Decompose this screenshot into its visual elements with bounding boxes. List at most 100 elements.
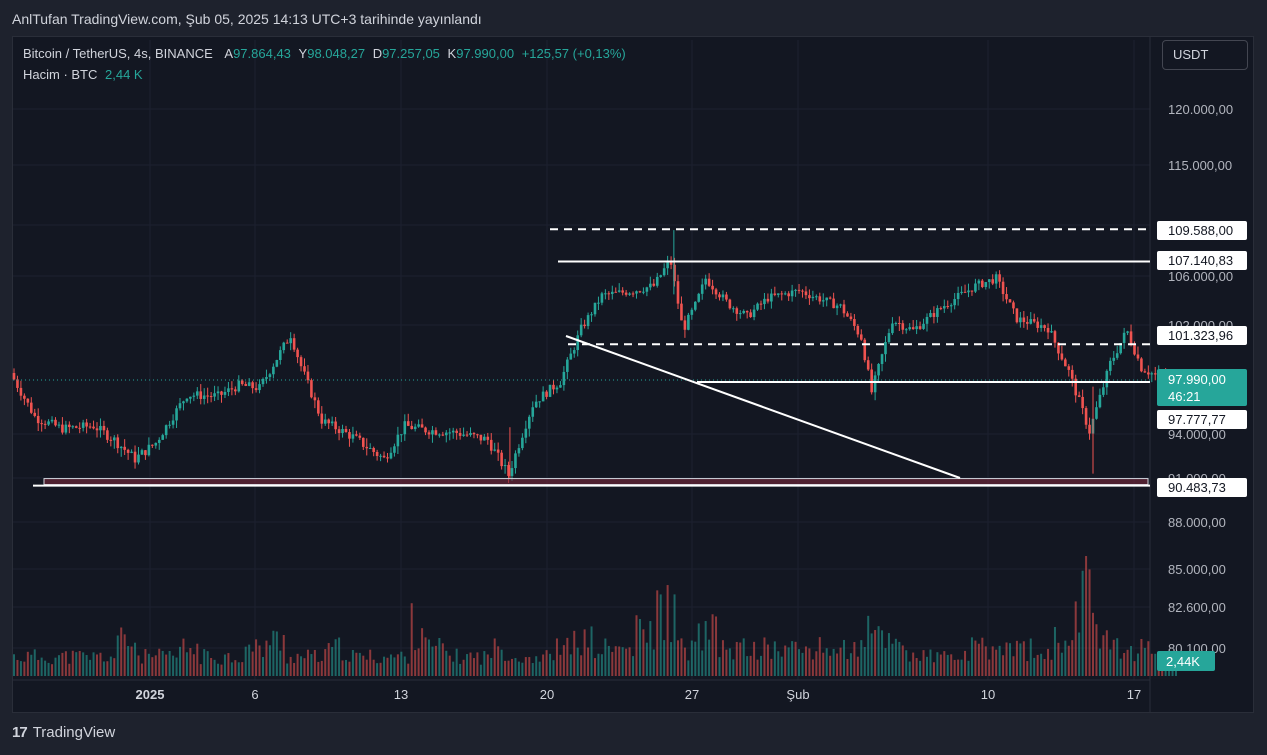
candle-body [43, 423, 47, 425]
candle-body [472, 433, 476, 435]
candle-body [189, 396, 192, 399]
volume-bar [341, 660, 344, 676]
volume-bar [531, 663, 534, 676]
candle-body [835, 305, 839, 309]
candle-body [161, 435, 165, 440]
volume-bar [500, 649, 503, 676]
candle-body [1126, 331, 1129, 333]
volume-bar [874, 630, 877, 676]
volume-bar [621, 647, 624, 676]
volume-bar [217, 663, 220, 676]
candle-body [666, 261, 669, 269]
candle-body [939, 308, 943, 310]
candle-body [759, 303, 763, 305]
time-tick-label: 6 [251, 687, 258, 702]
volume-bar [894, 638, 897, 676]
volume-bar [345, 659, 347, 676]
volume-label[interactable]: Hacim · BTC [23, 67, 98, 82]
candle-body [489, 439, 493, 451]
volume-bar [241, 662, 244, 676]
candle-body [1012, 302, 1015, 309]
candle-body [732, 308, 735, 310]
tradingview-logo[interactable]: 17 TradingView [12, 724, 115, 741]
candle-body [1067, 366, 1071, 370]
volume-bar [44, 660, 47, 676]
candle-body [137, 454, 140, 463]
candle-body [604, 293, 607, 295]
candle-body [438, 434, 441, 436]
candle-body [71, 426, 75, 428]
volume-bar [1078, 632, 1081, 676]
volume-bar [109, 656, 112, 676]
volume-bar [383, 656, 386, 676]
volume-bar [836, 653, 839, 676]
candle-body [1133, 344, 1136, 355]
candle-body [1095, 407, 1098, 419]
candle-body [787, 293, 790, 297]
candle-body [1147, 372, 1150, 375]
price-candles [12, 230, 1178, 483]
candle-body [182, 401, 185, 404]
chart-panel[interactable] [12, 36, 1254, 713]
volume-bar [635, 615, 638, 676]
candle-body [638, 291, 642, 293]
candle-body [157, 439, 161, 443]
candle-body [898, 323, 901, 325]
volume-bar [559, 654, 562, 676]
volume-bar [919, 660, 922, 676]
volume-bar [711, 614, 714, 676]
candle-body [797, 289, 801, 291]
candle-body [621, 290, 624, 293]
candle-body [327, 419, 331, 424]
volume-bar [853, 642, 856, 676]
volume-bar [988, 659, 991, 676]
volume-bar [670, 642, 673, 676]
volume-bar [1033, 657, 1036, 676]
candle-body [673, 264, 676, 282]
candle-body [285, 342, 289, 344]
volume-bar [434, 645, 437, 676]
volume-bar [47, 662, 50, 676]
volume-bar [846, 659, 849, 676]
candle-body [320, 413, 324, 424]
last-volume-box [1157, 651, 1215, 671]
volume-bar [680, 638, 683, 676]
low-label: D [372, 46, 383, 61]
volume-bar [798, 649, 801, 676]
candle-body [566, 359, 569, 372]
candle-body [406, 421, 410, 426]
volume-bar [770, 658, 773, 676]
candle-body [278, 350, 282, 361]
candle-body [444, 432, 448, 436]
candle-body [1019, 317, 1022, 323]
candle-body [1136, 354, 1140, 359]
candle-body [1143, 371, 1147, 373]
currency-button[interactable]: USDT [1162, 40, 1248, 70]
volume-bar [99, 652, 102, 676]
volume-bar [922, 650, 925, 676]
low-value: 97.257,05 [382, 46, 440, 61]
volume-bar [749, 655, 752, 676]
candle-body [244, 384, 248, 386]
candle-body [569, 353, 573, 360]
candle-body [690, 309, 694, 315]
candle-body [956, 292, 960, 300]
volume-bar [950, 654, 953, 676]
candle-body [289, 338, 292, 344]
candle-body [441, 434, 445, 436]
candle-body [521, 437, 524, 449]
symbol-name[interactable]: Bitcoin / TetherUS, 4s, BINANCE [23, 46, 213, 61]
volume-bar [587, 647, 590, 676]
volume-bar [659, 594, 662, 676]
volume-bar [573, 630, 576, 676]
volume-bar [995, 649, 998, 676]
volume-bar [1071, 640, 1074, 676]
candle-body [752, 309, 756, 318]
candle-body [866, 360, 870, 370]
volume-bar [61, 652, 64, 676]
volume-bar [89, 659, 92, 676]
label-109588: 109.588,00 [1168, 223, 1233, 238]
candle-body [396, 434, 400, 447]
volume-bar [1136, 653, 1139, 676]
